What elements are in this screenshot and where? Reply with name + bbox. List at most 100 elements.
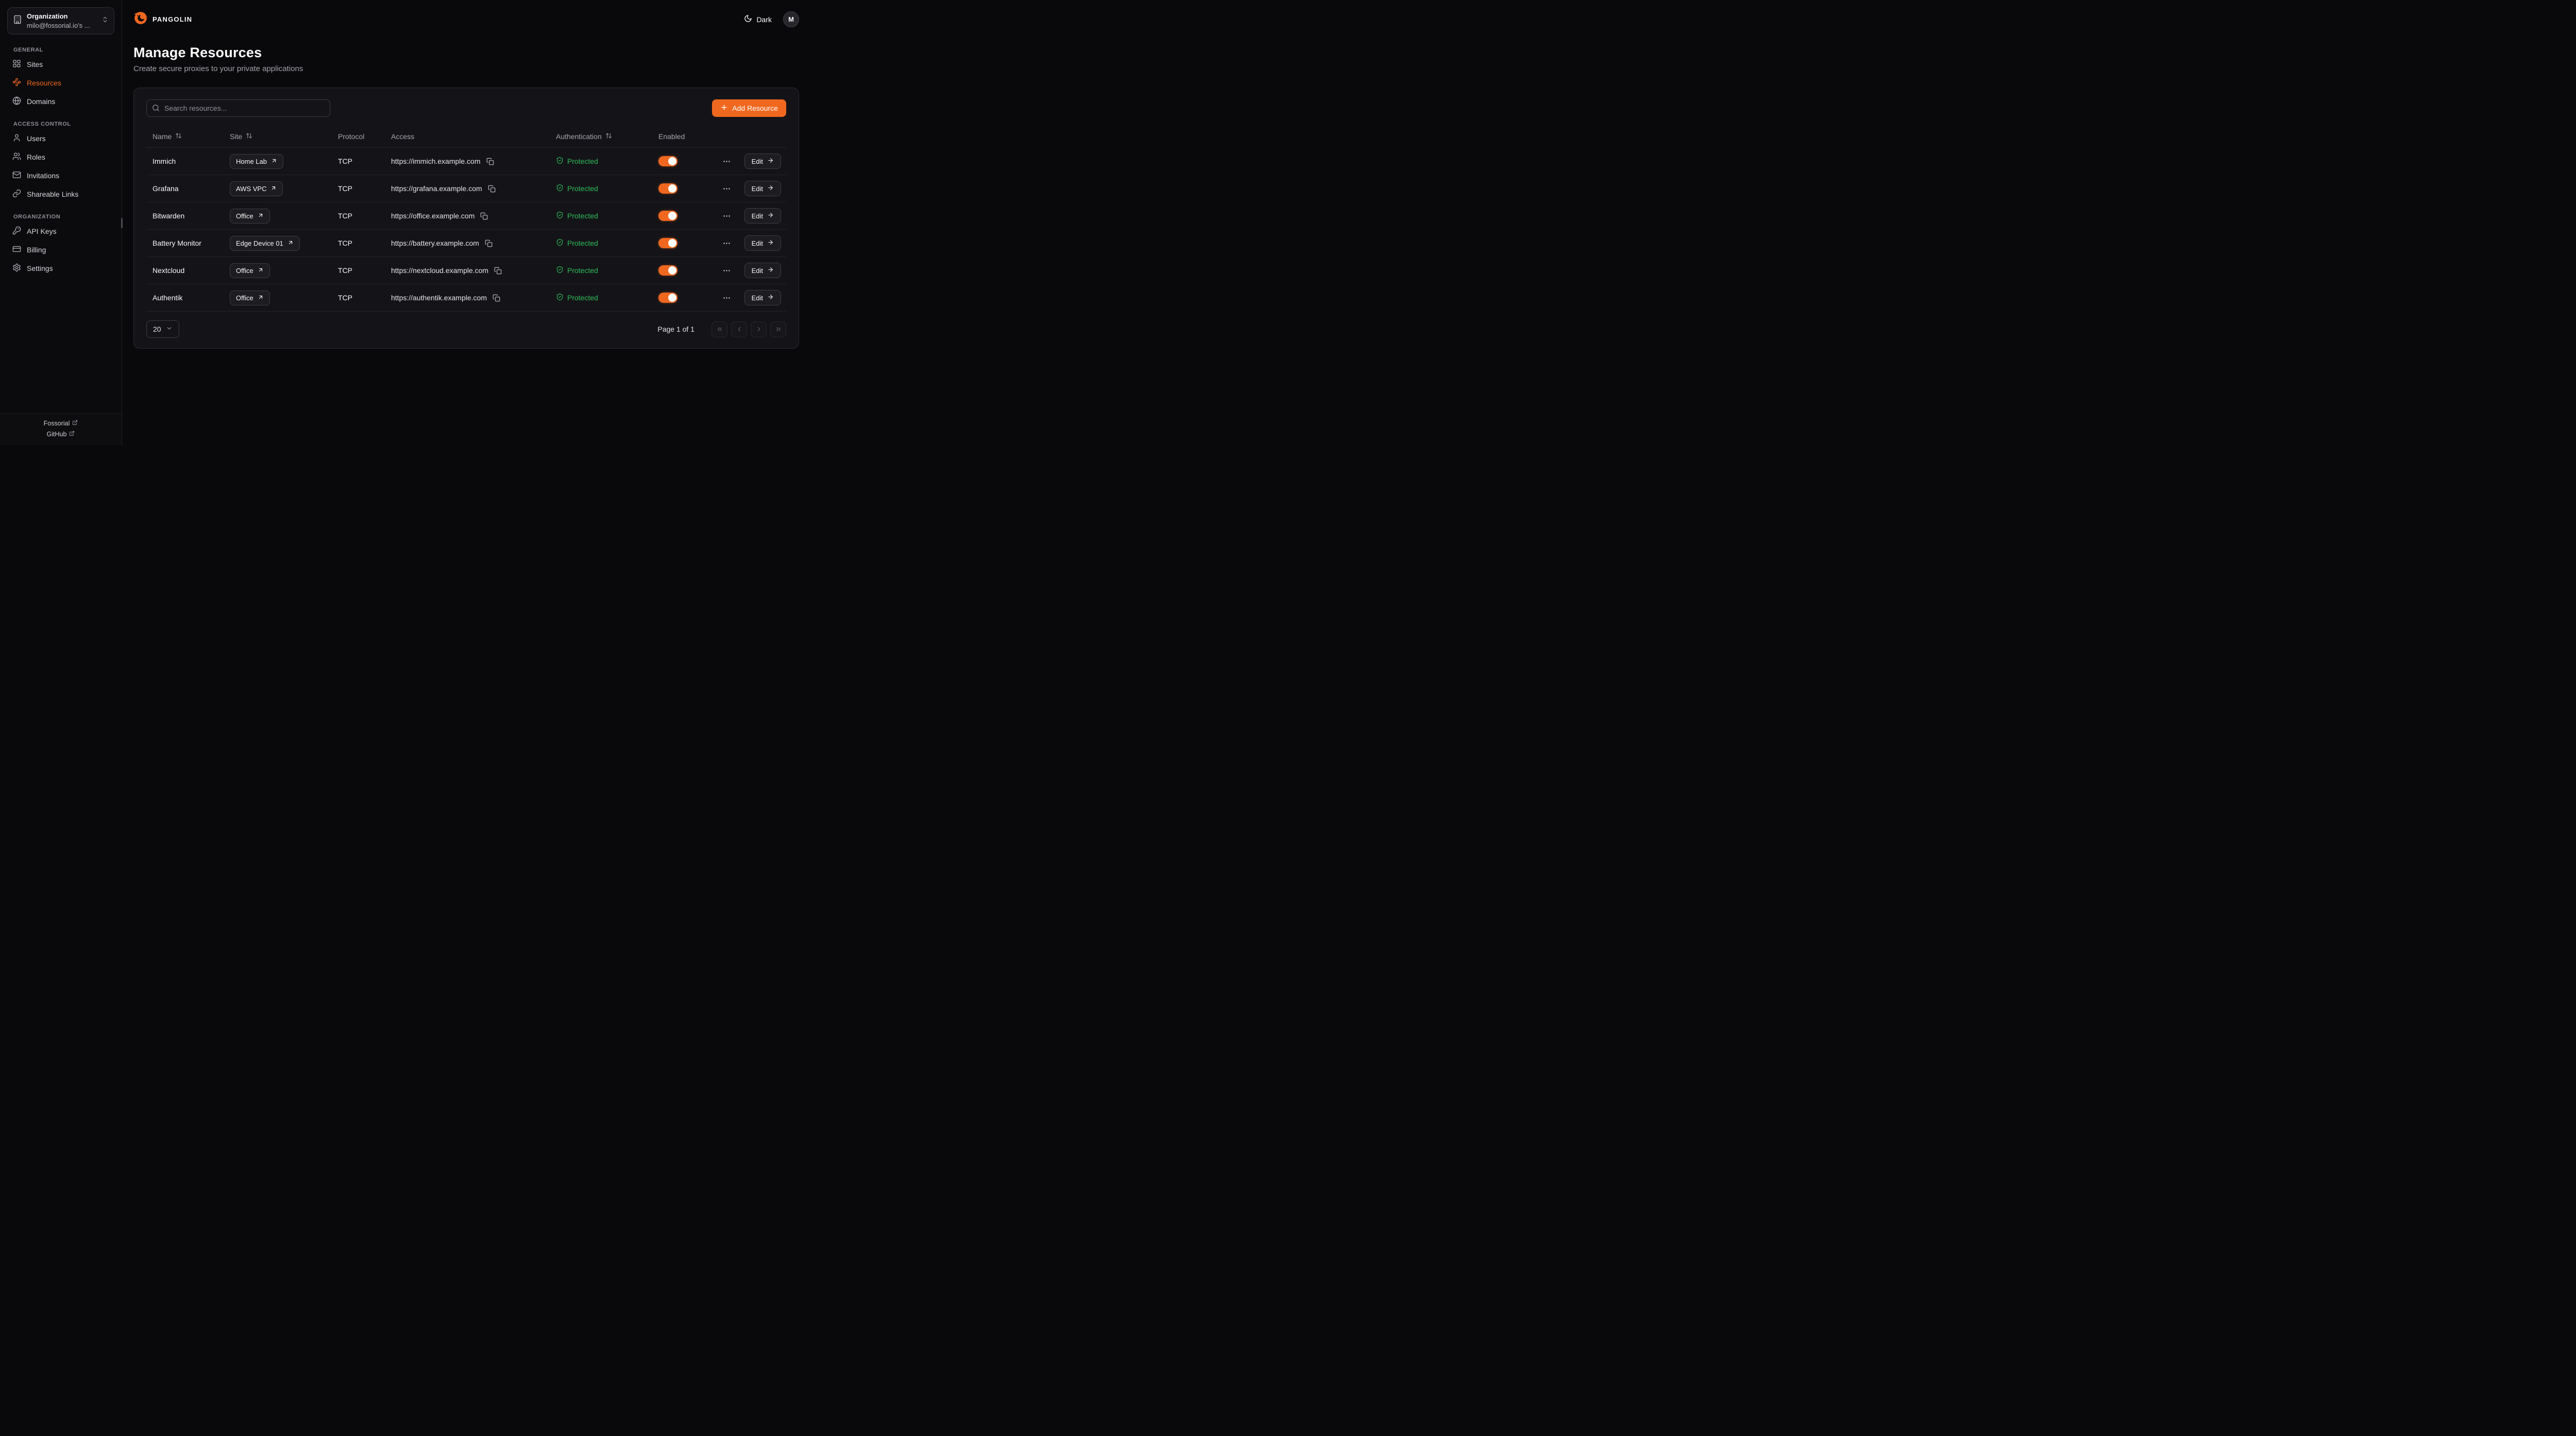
- edit-button[interactable]: Edit: [744, 153, 781, 169]
- site-label: Office: [236, 212, 253, 220]
- section-label-general: GENERAL: [13, 47, 43, 54]
- edit-button[interactable]: Edit: [744, 263, 781, 278]
- actions-cell: Edit: [714, 208, 786, 224]
- column-label: Access: [391, 132, 415, 141]
- edit-button[interactable]: Edit: [744, 290, 781, 305]
- user-avatar[interactable]: M: [783, 11, 799, 27]
- sidebar-item-users[interactable]: Users: [6, 130, 115, 147]
- site-link-button[interactable]: Edge Device 01: [230, 235, 300, 251]
- site-cell: AWS VPC: [224, 181, 332, 196]
- first-page-button[interactable]: [711, 321, 727, 337]
- column-header-access: Access: [385, 132, 550, 141]
- users-group-icon: [12, 152, 21, 162]
- enabled-toggle[interactable]: [658, 211, 677, 221]
- sidebar-item-shareable-links[interactable]: Shareable Links: [6, 185, 115, 203]
- actions-cell: Edit: [714, 153, 786, 169]
- sidebar-item-billing[interactable]: Billing: [6, 241, 115, 259]
- table-body: Immich Home Lab TCP https://immich.examp…: [146, 148, 786, 312]
- copy-icon[interactable]: [493, 294, 500, 302]
- sidebar-item-api-keys[interactable]: API Keys: [6, 223, 115, 240]
- actions-cell: Edit: [714, 181, 786, 196]
- search-input[interactable]: [146, 99, 330, 117]
- sidebar-item-roles[interactable]: Roles: [6, 148, 115, 166]
- sidebar-item-sites[interactable]: Sites: [6, 56, 115, 73]
- app-window: Organization milo@fossorial.io's ... GEN…: [0, 0, 808, 445]
- column-header-name[interactable]: Name: [146, 132, 224, 141]
- enabled-toggle[interactable]: [658, 183, 677, 194]
- row-menu-button[interactable]: [721, 183, 732, 194]
- main-content: PANGOLIN Dark M Manage Resources Create …: [122, 0, 808, 445]
- auth-status-label: Protected: [567, 294, 598, 302]
- add-resource-button[interactable]: Add Resource: [712, 99, 786, 117]
- enabled-toggle[interactable]: [658, 156, 677, 166]
- site-label: Office: [236, 266, 253, 275]
- row-menu-button[interactable]: [721, 238, 732, 249]
- edit-label: Edit: [751, 212, 763, 220]
- row-menu-button[interactable]: [721, 156, 732, 167]
- site-link-button[interactable]: Office: [230, 263, 270, 278]
- next-page-button[interactable]: [751, 321, 767, 337]
- row-menu-button[interactable]: [721, 293, 732, 303]
- copy-icon[interactable]: [494, 267, 502, 275]
- site-link-button[interactable]: Home Lab: [230, 153, 283, 169]
- theme-toggle[interactable]: Dark: [744, 14, 772, 24]
- enabled-toggle[interactable]: [658, 238, 677, 248]
- theme-label: Dark: [756, 15, 772, 24]
- copy-icon[interactable]: [480, 212, 488, 220]
- org-selector[interactable]: Organization milo@fossorial.io's ...: [7, 7, 114, 35]
- site-cell: Office: [224, 263, 332, 278]
- copy-icon[interactable]: [486, 158, 494, 165]
- copy-icon[interactable]: [488, 185, 496, 193]
- resource-name: Grafana: [152, 184, 179, 193]
- edit-label: Edit: [751, 239, 763, 247]
- shield-check-icon: [556, 266, 564, 275]
- actions-cell: Edit: [714, 263, 786, 278]
- arrow-right-icon: [767, 184, 774, 193]
- column-header-enabled: Enabled: [652, 132, 714, 141]
- page-size-select[interactable]: 20: [146, 320, 179, 338]
- enabled-toggle[interactable]: [658, 265, 677, 276]
- search-wrap: [146, 99, 330, 117]
- auth-cell: Protected: [550, 157, 652, 166]
- sidebar-item-label: Resources: [27, 79, 61, 88]
- link-icon: [12, 189, 21, 199]
- arrow-up-right-icon: [270, 185, 277, 193]
- sidebar-item-resources[interactable]: Resources: [6, 74, 115, 92]
- shield-check-icon: [556, 293, 564, 302]
- sidebar-resize-handle[interactable]: [121, 218, 123, 228]
- sidebar-item-label: Invitations: [27, 172, 60, 180]
- site-link-button[interactable]: Office: [230, 208, 270, 224]
- prev-page-button[interactable]: [731, 321, 747, 337]
- site-cell: Home Lab: [224, 153, 332, 169]
- column-header-authentication[interactable]: Authentication: [550, 132, 652, 141]
- access-cell: https://authentik.example.com: [385, 294, 550, 302]
- sidebar-item-settings[interactable]: Settings: [6, 260, 115, 277]
- arrow-right-icon: [767, 239, 774, 247]
- copy-icon[interactable]: [485, 240, 493, 247]
- row-menu-button[interactable]: [721, 211, 732, 221]
- site-cell: Office: [224, 290, 332, 305]
- sidebar-item-invitations[interactable]: Invitations: [6, 167, 115, 184]
- site-link-button[interactable]: AWS VPC: [230, 181, 283, 196]
- edit-button[interactable]: Edit: [744, 208, 781, 224]
- mail-icon: [12, 170, 21, 181]
- row-menu-button[interactable]: [721, 265, 732, 276]
- column-header-site[interactable]: Site: [224, 132, 332, 141]
- last-page-button[interactable]: [770, 321, 786, 337]
- site-link-button[interactable]: Office: [230, 290, 270, 305]
- sidebar-item-domains[interactable]: Domains: [6, 93, 115, 110]
- access-cell: https://battery.example.com: [385, 239, 550, 247]
- plus-icon: [720, 104, 728, 113]
- edit-button[interactable]: Edit: [744, 235, 781, 251]
- page-subtitle: Create secure proxies to your private ap…: [133, 64, 303, 73]
- access-cell: https://grafana.example.com: [385, 184, 550, 193]
- fossorial-link[interactable]: Fossorial: [44, 420, 78, 427]
- enabled-toggle[interactable]: [658, 293, 677, 303]
- brand[interactable]: PANGOLIN: [133, 11, 192, 28]
- sort-icon: [605, 132, 612, 141]
- sidebar: Organization milo@fossorial.io's ... GEN…: [0, 0, 123, 445]
- arrow-right-icon: [767, 294, 774, 302]
- github-link[interactable]: GitHub: [47, 431, 75, 438]
- edit-button[interactable]: Edit: [744, 181, 781, 196]
- enabled-cell: [652, 265, 714, 276]
